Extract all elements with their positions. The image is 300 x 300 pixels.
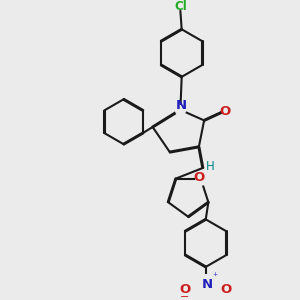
Text: O: O bbox=[220, 283, 231, 296]
Text: N: N bbox=[176, 99, 187, 112]
Text: H: H bbox=[206, 160, 215, 173]
Text: O: O bbox=[220, 105, 231, 118]
Text: Cl: Cl bbox=[174, 0, 187, 14]
Text: −: − bbox=[180, 292, 189, 300]
Text: N: N bbox=[202, 278, 213, 291]
Text: O: O bbox=[179, 283, 190, 296]
Text: O: O bbox=[193, 171, 204, 184]
Text: ⁺: ⁺ bbox=[212, 272, 217, 282]
